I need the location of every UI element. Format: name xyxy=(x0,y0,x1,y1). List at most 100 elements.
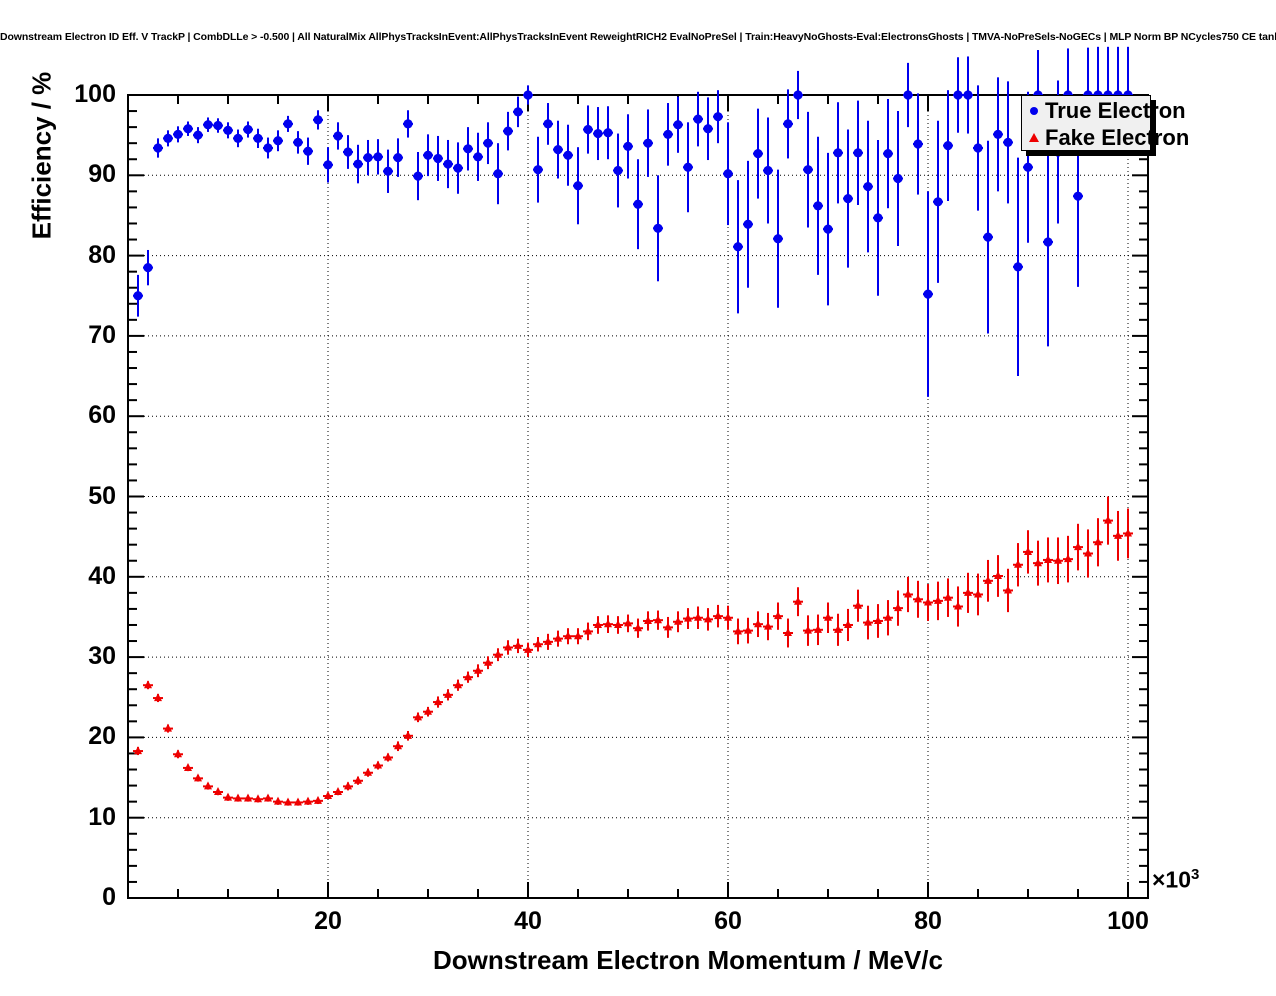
data-point xyxy=(193,773,203,782)
data-point xyxy=(383,149,393,193)
data-point xyxy=(303,137,313,165)
data-point xyxy=(903,576,913,613)
data-point xyxy=(393,741,403,752)
data-point xyxy=(563,628,573,645)
data-point xyxy=(1113,510,1123,561)
x-tick-label: 20 xyxy=(314,907,342,935)
data-point xyxy=(743,617,753,644)
data-point xyxy=(643,611,653,631)
data-point xyxy=(753,108,763,199)
data-point xyxy=(603,615,613,634)
data-point xyxy=(493,648,503,662)
data-point xyxy=(533,136,543,203)
data-point xyxy=(733,618,743,645)
y-tick-label: 20 xyxy=(88,722,116,751)
data-point xyxy=(593,107,603,161)
data-point xyxy=(1003,568,1013,613)
data-point xyxy=(973,573,983,616)
y-tick-label: 10 xyxy=(88,802,116,831)
data-point xyxy=(343,135,353,169)
series-true-electron xyxy=(133,46,1133,397)
data-point xyxy=(1053,537,1063,585)
triangle-marker-icon xyxy=(1026,129,1042,147)
data-point xyxy=(313,110,323,130)
data-point xyxy=(403,730,413,741)
data-point xyxy=(653,610,663,630)
legend-label: True Electron xyxy=(1045,97,1186,123)
data-point xyxy=(153,138,163,158)
data-point xyxy=(273,796,283,805)
data-point xyxy=(523,642,533,658)
page-title: Downstream Electron ID Eff. V TrackP | C… xyxy=(0,31,1276,43)
data-point xyxy=(913,93,923,195)
data-point xyxy=(333,122,343,150)
data-point xyxy=(133,274,143,317)
data-point xyxy=(393,138,403,177)
data-point xyxy=(283,797,293,806)
data-point xyxy=(893,111,903,246)
data-point xyxy=(533,637,543,652)
data-point xyxy=(903,62,913,128)
data-point xyxy=(793,70,803,120)
data-point xyxy=(413,712,423,723)
data-point xyxy=(233,129,243,148)
data-point xyxy=(953,586,963,627)
data-point xyxy=(1013,157,1023,377)
data-point xyxy=(353,144,363,184)
y-tick-label: 0 xyxy=(102,883,116,911)
data-point xyxy=(833,102,843,204)
data-point xyxy=(1103,496,1113,545)
data-point xyxy=(933,120,943,283)
data-point xyxy=(213,118,223,133)
x-axis-title: Downstream Electron Momentum / MeV/c xyxy=(433,945,943,975)
data-point xyxy=(493,143,503,205)
legend[interactable]: True Electron Fake Electron xyxy=(1021,95,1189,151)
legend-label: Fake Electron xyxy=(1045,124,1190,150)
data-point xyxy=(1123,508,1133,559)
data-point xyxy=(1003,81,1013,204)
data-point xyxy=(623,614,633,633)
x-tick-label: 60 xyxy=(714,907,742,935)
data-point xyxy=(883,600,893,636)
legend-entry-true-electron[interactable]: True Electron xyxy=(1026,97,1186,124)
x-tick-label: 80 xyxy=(914,907,942,935)
data-point xyxy=(133,746,143,756)
data-point xyxy=(473,664,483,678)
data-point xyxy=(573,147,583,225)
legend-entry-fake-electron[interactable]: Fake Electron xyxy=(1026,124,1189,151)
data-point xyxy=(633,159,643,250)
data-point xyxy=(713,90,723,144)
data-point xyxy=(833,613,843,646)
data-point xyxy=(203,781,213,790)
data-point xyxy=(263,793,273,802)
data-point xyxy=(383,752,393,762)
data-point xyxy=(263,137,273,159)
data-point xyxy=(453,679,463,691)
data-point xyxy=(783,89,793,159)
data-point xyxy=(203,117,213,132)
data-point xyxy=(603,106,613,160)
data-point xyxy=(723,122,733,226)
data-point xyxy=(323,147,333,183)
data-point xyxy=(1093,518,1103,567)
data-point xyxy=(423,134,433,177)
data-point xyxy=(473,132,483,181)
y-tick-label: 30 xyxy=(88,642,116,671)
data-point xyxy=(1013,543,1023,587)
data-point xyxy=(933,581,943,621)
x-tick-label: 100 xyxy=(1107,907,1149,935)
data-point xyxy=(613,133,623,208)
data-point xyxy=(683,122,693,213)
data-point xyxy=(643,109,653,177)
data-point xyxy=(583,105,593,154)
data-point xyxy=(763,117,773,224)
data-point xyxy=(633,618,643,638)
circle-marker-icon xyxy=(1026,102,1042,120)
data-point xyxy=(973,85,983,211)
data-point xyxy=(1033,540,1043,586)
data-point xyxy=(373,760,383,770)
data-point xyxy=(763,612,773,641)
data-point xyxy=(333,787,343,796)
data-point xyxy=(583,622,593,641)
